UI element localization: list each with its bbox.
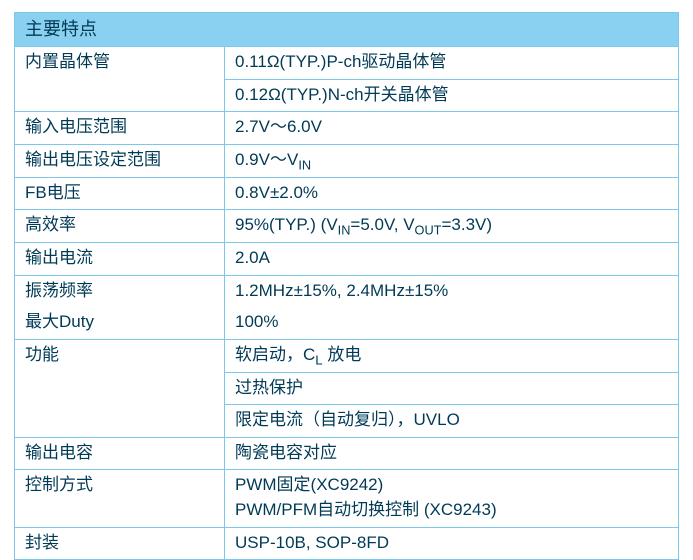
row-label: 输入电压范围 [15,112,225,145]
row-value: 过热保护 [225,372,679,405]
row-value: 限定电流（自动复归），UVLO [225,405,679,438]
row-label: 振荡频率 [15,275,225,307]
features-table: 主要特点 内置晶体管 0.11Ω(TYP.)P-ch驱动晶体管 0.12Ω(TY… [14,12,679,560]
row-label: 输出电容 [15,437,225,470]
row-label: 最大Duty [15,307,225,339]
table-header: 主要特点 [15,13,679,47]
row-value: 0.8V±2.0% [225,177,679,210]
row-value: 0.11Ω(TYP.)P-ch驱动晶体管 [225,47,679,80]
row-value-line: PWM固定(XC9242) [235,475,383,494]
row-label: 内置晶体管 [15,47,225,112]
row-label: 控制方式 [15,470,225,527]
row-label: 高效率 [15,210,225,243]
row-value: 95%(TYP.) (VIN=5.0V, VOUT=3.3V) [225,210,679,243]
row-label: 功能 [15,339,225,437]
row-value: 2.0A [225,242,679,275]
row-value: USP-10B, SOP-8FD [225,527,679,560]
row-value: 0.9V～VIN [225,145,679,178]
row-value: 陶瓷电容对应 [225,437,679,470]
row-value: 100% [225,307,679,339]
row-value: 0.12Ω(TYP.)N-ch开关晶体管 [225,79,679,112]
row-label: 封装 [15,527,225,560]
row-label: 输出电压设定范围 [15,145,225,178]
row-label: FB电压 [15,177,225,210]
row-value: PWM固定(XC9242) PWM/PFM自动切换控制 (XC9243) [225,470,679,527]
row-label: 输出电流 [15,242,225,275]
row-value: 1.2MHz±15%, 2.4MHz±15% [225,275,679,307]
row-value: 软启动，CL 放电 [225,339,679,372]
row-value-line: PWM/PFM自动切换控制 (XC9243) [235,500,497,519]
row-value: 2.7V～6.0V [225,112,679,145]
